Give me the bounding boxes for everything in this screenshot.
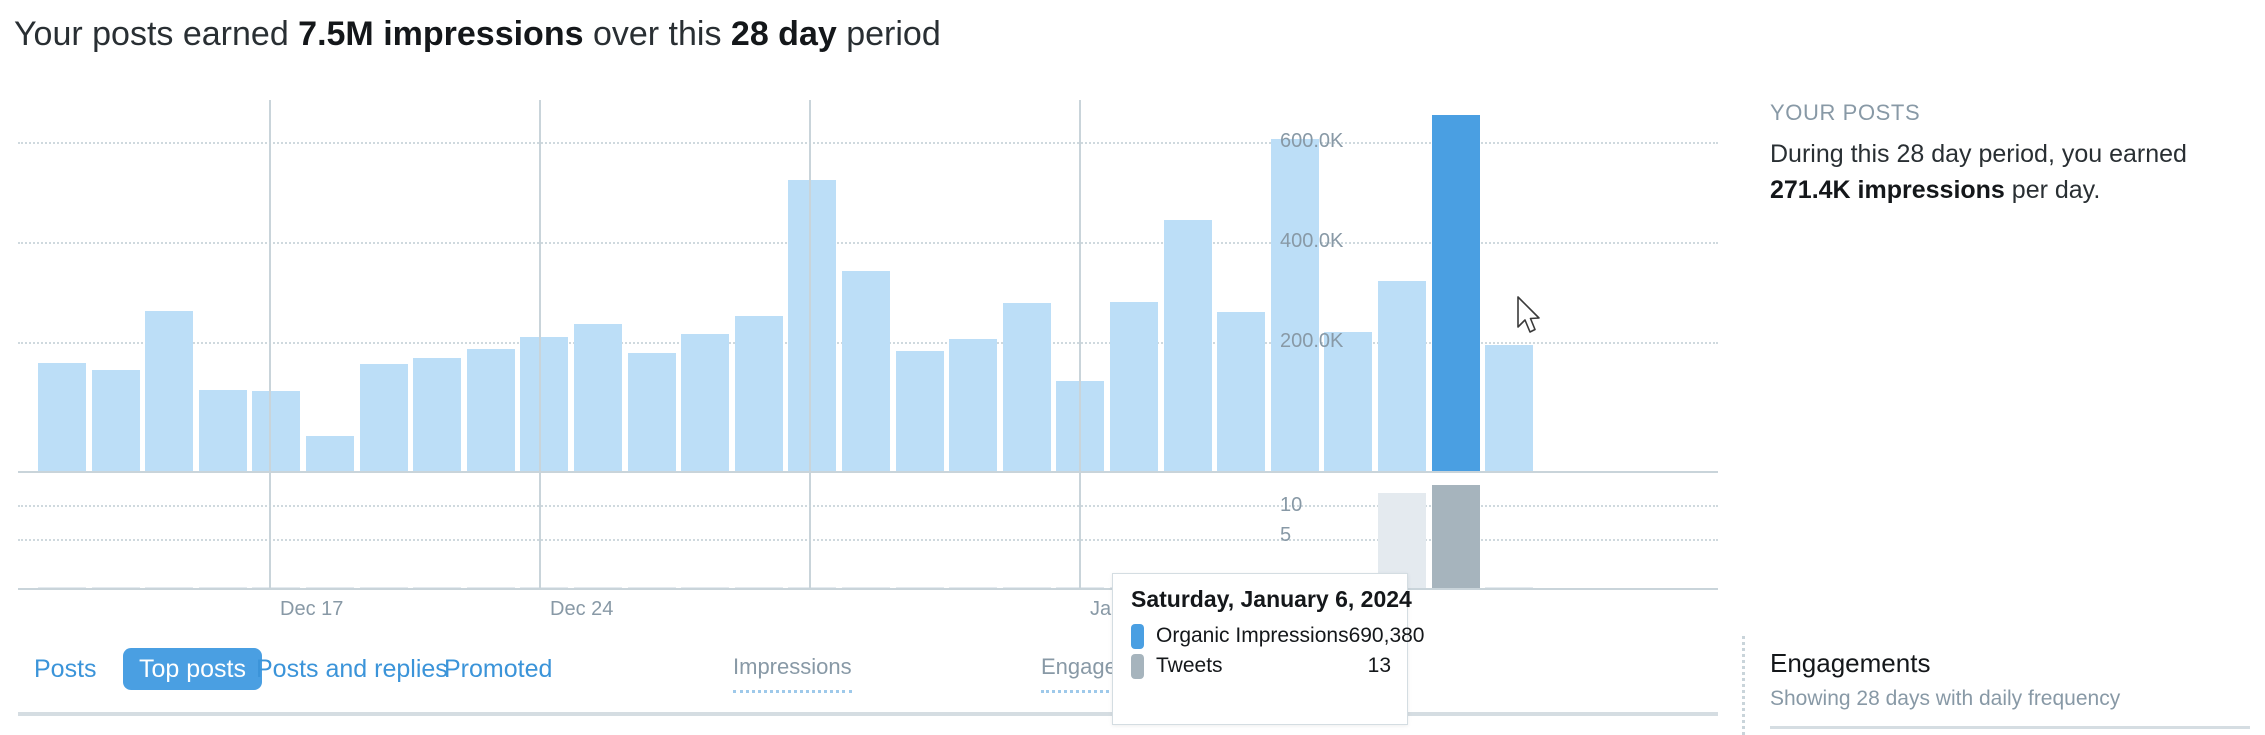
engagements-subtitle: Showing 28 days with daily frequency [1770, 687, 2121, 710]
summary-metric: 271.4K impressions [1770, 176, 2005, 204]
gridline-600k [18, 142, 1718, 144]
your-posts-panel: YOUR POSTS During this 28 day period, yo… [1770, 100, 2250, 208]
title-mid: over this [583, 15, 731, 53]
tooltip-date: Saturday, January 6, 2024 [1131, 586, 1412, 612]
tabs-underline [18, 712, 1718, 716]
summary-post: per day. [2004, 176, 2101, 204]
metric-impressions[interactable]: Impressions [733, 654, 852, 693]
tab-promoted[interactable]: Promoted [444, 655, 553, 683]
title-period: 28 day [730, 15, 837, 53]
engagements-title: Engagements [1770, 648, 1931, 678]
impression-bar[interactable] [949, 339, 998, 473]
gridline-5 [18, 539, 1718, 541]
impression-bar[interactable] [359, 364, 408, 473]
impression-bar[interactable] [520, 337, 569, 473]
impression-bar[interactable] [466, 348, 515, 473]
ylabel-600k: 600.0K [1280, 130, 1344, 152]
tooltip-value-organic-impressions: 690,380 [1348, 624, 1425, 647]
tooltip-label-tweets: Tweets [1156, 654, 1223, 677]
impression-bar[interactable] [627, 353, 676, 473]
tooltip-row-tweets: Tweets 13 [1131, 651, 1391, 681]
impression-bar[interactable] [252, 391, 301, 473]
ylabel-5: 5 [1280, 524, 1292, 546]
chart-tooltip: Saturday, January 6, 2024 Organic Impres… [1112, 573, 1425, 725]
impression-bar[interactable] [91, 370, 140, 473]
title-post: period [836, 15, 941, 53]
organic-impressions-swatch-icon [1131, 623, 1144, 649]
impression-bar[interactable] [413, 358, 462, 473]
engagements-divider [1742, 636, 1745, 735]
page-title: Your posts earned 7.5M impressions over … [14, 14, 941, 54]
ylabel-200k: 200.0K [1280, 330, 1344, 352]
gridline-400k [18, 242, 1718, 244]
your-posts-summary: During this 28 day period, you earned 27… [1770, 136, 2250, 208]
impression-bar[interactable] [574, 324, 622, 473]
impression-bar[interactable] [1002, 303, 1051, 473]
ylabel-400k: 400.0K [1280, 230, 1344, 252]
gridline-10 [18, 505, 1718, 507]
impressions-chart[interactable]: 600.0K 400.0K 200.0K 10 5 Dec 17 Dec 24 … [18, 100, 1738, 630]
engagements-underline [1770, 726, 2250, 729]
tweets-swatch-icon [1131, 653, 1144, 679]
ylabel-10: 10 [1280, 494, 1303, 516]
tab-posts[interactable]: Posts [34, 655, 97, 683]
impression-bar[interactable] [38, 363, 86, 473]
vgrid-dec31 [809, 100, 811, 590]
title-metric: 7.5M impressions [298, 15, 584, 53]
xlabel-dec24: Dec 24 [550, 598, 614, 620]
xlabel-dec17: Dec 17 [280, 598, 344, 620]
x-axis-main [18, 471, 1718, 473]
tooltip-value-tweets: 13 [1367, 654, 1391, 677]
impression-bar[interactable] [1110, 302, 1158, 473]
impression-bar[interactable] [1324, 332, 1373, 473]
x-axis-sub [18, 588, 1718, 590]
summary-pre: During this 28 day period, you earned [1770, 140, 2187, 168]
vgrid-dec24 [539, 100, 541, 590]
tweet-bar[interactable] [1431, 485, 1480, 590]
impression-bar[interactable] [1217, 312, 1266, 473]
impression-bar[interactable] [1378, 281, 1426, 473]
engagements-panel: Engagements Showing 28 days with daily f… [1770, 648, 2250, 711]
tab-top-posts[interactable]: Top posts [123, 648, 263, 690]
impression-bar[interactable] [788, 179, 837, 473]
impression-bars[interactable] [18, 100, 1718, 473]
tweet-bars[interactable] [18, 475, 1718, 590]
impression-bar[interactable] [1431, 115, 1480, 473]
title-pre: Your posts earned [14, 15, 299, 53]
impression-bar[interactable] [681, 334, 730, 473]
impression-bar[interactable] [1485, 344, 1534, 473]
vgrid-jan7 [1079, 100, 1081, 590]
your-posts-kicker: YOUR POSTS [1770, 100, 1921, 125]
impression-bar[interactable] [895, 350, 944, 473]
impression-bar[interactable] [1270, 138, 1319, 473]
tab-posts-and-replies[interactable]: Posts and replies [256, 655, 448, 683]
impression-bar[interactable] [145, 311, 194, 473]
tweets-plot[interactable]: 10 5 [18, 475, 1718, 590]
impression-bar[interactable] [842, 270, 890, 473]
impression-bar[interactable] [1163, 220, 1212, 473]
plot-area[interactable]: 600.0K 400.0K 200.0K 10 5 Dec 17 Dec 24 … [18, 100, 1718, 620]
tabs-row[interactable]: Posts Top posts Posts and replies Promot… [18, 648, 1738, 708]
impression-bar[interactable] [198, 390, 247, 473]
impressions-plot[interactable]: 600.0K 400.0K 200.0K [18, 100, 1718, 473]
impression-bar[interactable] [734, 316, 783, 473]
tooltip-row-organic-impressions: Organic Impressions 690,380 [1131, 621, 1425, 651]
tooltip-label-organic-impressions: Organic Impressions [1156, 624, 1349, 647]
vgrid-dec17 [269, 100, 271, 590]
impression-bar[interactable] [306, 435, 354, 473]
